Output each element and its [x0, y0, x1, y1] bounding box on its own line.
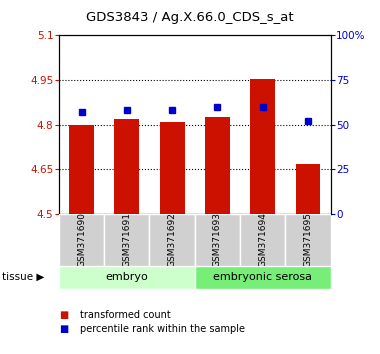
Text: embryonic serosa: embryonic serosa [213, 272, 312, 282]
Text: GSM371694: GSM371694 [258, 212, 267, 267]
Text: tissue ▶: tissue ▶ [2, 272, 44, 282]
Text: percentile rank within the sample: percentile rank within the sample [80, 324, 245, 334]
Bar [160, 122, 185, 214]
Bar [195, 266, 331, 289]
Text: ■: ■ [59, 324, 68, 334]
Text: GSM371695: GSM371695 [304, 212, 312, 267]
Bar [59, 266, 195, 289]
Text: GSM371691: GSM371691 [122, 212, 131, 267]
Bar [69, 125, 94, 214]
Text: GSM371690: GSM371690 [77, 212, 86, 267]
Bar [240, 214, 285, 266]
Bar [104, 214, 149, 266]
Bar [205, 117, 230, 214]
Bar [114, 119, 139, 214]
Text: ■: ■ [59, 310, 68, 320]
Bar [250, 79, 275, 214]
Bar [149, 214, 195, 266]
Text: GSM371692: GSM371692 [168, 212, 177, 267]
Text: GDS3843 / Ag.X.66.0_CDS_s_at: GDS3843 / Ag.X.66.0_CDS_s_at [86, 11, 294, 24]
Bar [285, 214, 331, 266]
Text: transformed count: transformed count [80, 310, 171, 320]
Text: embryo: embryo [106, 272, 148, 282]
Text: GSM371693: GSM371693 [213, 212, 222, 267]
Bar [59, 214, 104, 266]
Bar [296, 164, 320, 214]
Bar [195, 214, 240, 266]
